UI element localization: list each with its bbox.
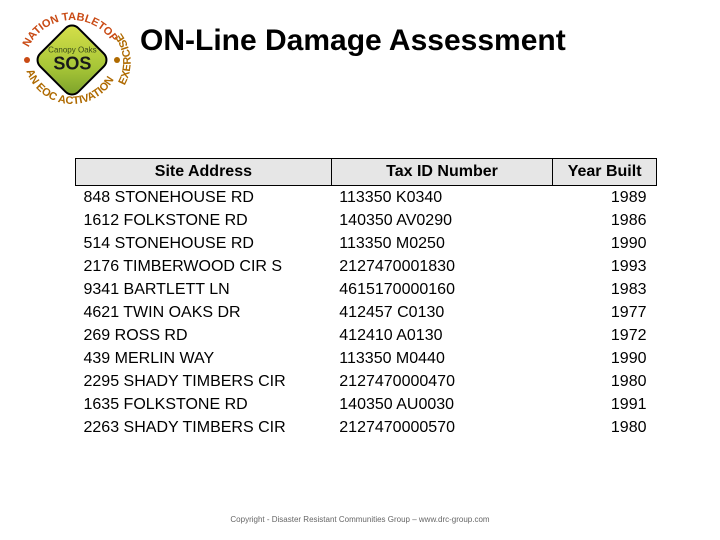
cell-address: 439 MERLIN WAY	[76, 347, 332, 370]
cell-address: 9341 BARTLETT LN	[76, 278, 332, 301]
cell-taxid: 4615170000160	[331, 278, 552, 301]
table-row: 1612 FOLKSTONE RD140350 AV02901986	[76, 209, 657, 232]
sos-logo: NATION TABLETOP AN EOC ACTIVATION EXERCI…	[12, 8, 132, 112]
cell-year: 1986	[553, 209, 657, 232]
table-row: 514 STONEHOUSE RD113350 M02501990	[76, 232, 657, 255]
table-header-row: Site Address Tax ID Number Year Built	[76, 159, 657, 186]
assessment-table: Site Address Tax ID Number Year Built 84…	[75, 158, 657, 439]
table-row: 2263 SHADY TIMBERS CIR21274700005701980	[76, 416, 657, 439]
cell-year: 1977	[553, 301, 657, 324]
cell-taxid: 2127470000470	[331, 370, 552, 393]
slide: NATION TABLETOP AN EOC ACTIVATION EXERCI…	[0, 0, 720, 540]
table-row: 439 MERLIN WAY113350 M04401990	[76, 347, 657, 370]
table-row: 2176 TIMBERWOOD CIR S21274700018301993	[76, 255, 657, 278]
cell-year: 1989	[553, 186, 657, 210]
col-header-address: Site Address	[76, 159, 332, 186]
cell-taxid: 113350 M0250	[331, 232, 552, 255]
cell-taxid: 113350 M0440	[331, 347, 552, 370]
cell-taxid: 2127470001830	[331, 255, 552, 278]
cell-year: 1991	[553, 393, 657, 416]
cell-taxid: 2127470000570	[331, 416, 552, 439]
cell-taxid: 113350 K0340	[331, 186, 552, 210]
cell-year: 1980	[553, 416, 657, 439]
col-header-taxid: Tax ID Number	[331, 159, 552, 186]
table-row: 2295 SHADY TIMBERS CIR21274700004701980	[76, 370, 657, 393]
cell-taxid: 412410 A0130	[331, 324, 552, 347]
table-row: 9341 BARTLETT LN46151700001601983	[76, 278, 657, 301]
copyright-footer: Copyright - Disaster Resistant Communiti…	[0, 515, 720, 524]
cell-address: 4621 TWIN OAKS DR	[76, 301, 332, 324]
cell-taxid: 412457 C0130	[331, 301, 552, 324]
cell-address: 269 ROSS RD	[76, 324, 332, 347]
cell-year: 1972	[553, 324, 657, 347]
cell-year: 1990	[553, 347, 657, 370]
cell-address: 1612 FOLKSTONE RD	[76, 209, 332, 232]
cell-year: 1990	[553, 232, 657, 255]
table-row: 269 ROSS RD412410 A01301972	[76, 324, 657, 347]
cell-year: 1983	[553, 278, 657, 301]
cell-address: 2263 SHADY TIMBERS CIR	[76, 416, 332, 439]
cell-year: 1993	[553, 255, 657, 278]
table-row: 4621 TWIN OAKS DR412457 C01301977	[76, 301, 657, 324]
cell-taxid: 140350 AU0030	[331, 393, 552, 416]
cell-address: 514 STONEHOUSE RD	[76, 232, 332, 255]
cell-address: 2295 SHADY TIMBERS CIR	[76, 370, 332, 393]
cell-year: 1980	[553, 370, 657, 393]
col-header-year: Year Built	[553, 159, 657, 186]
sign-main-label: SOS	[48, 55, 96, 74]
cell-address: 848 STONEHOUSE RD	[76, 186, 332, 210]
page-title: ON-Line Damage Assessment	[140, 24, 702, 58]
cell-address: 2176 TIMBERWOOD CIR S	[76, 255, 332, 278]
cell-address: 1635 FOLKSTONE RD	[76, 393, 332, 416]
table-row: 1635 FOLKSTONE RD140350 AU00301991	[76, 393, 657, 416]
cell-taxid: 140350 AV0290	[331, 209, 552, 232]
table-row: 848 STONEHOUSE RD113350 K03401989	[76, 186, 657, 210]
